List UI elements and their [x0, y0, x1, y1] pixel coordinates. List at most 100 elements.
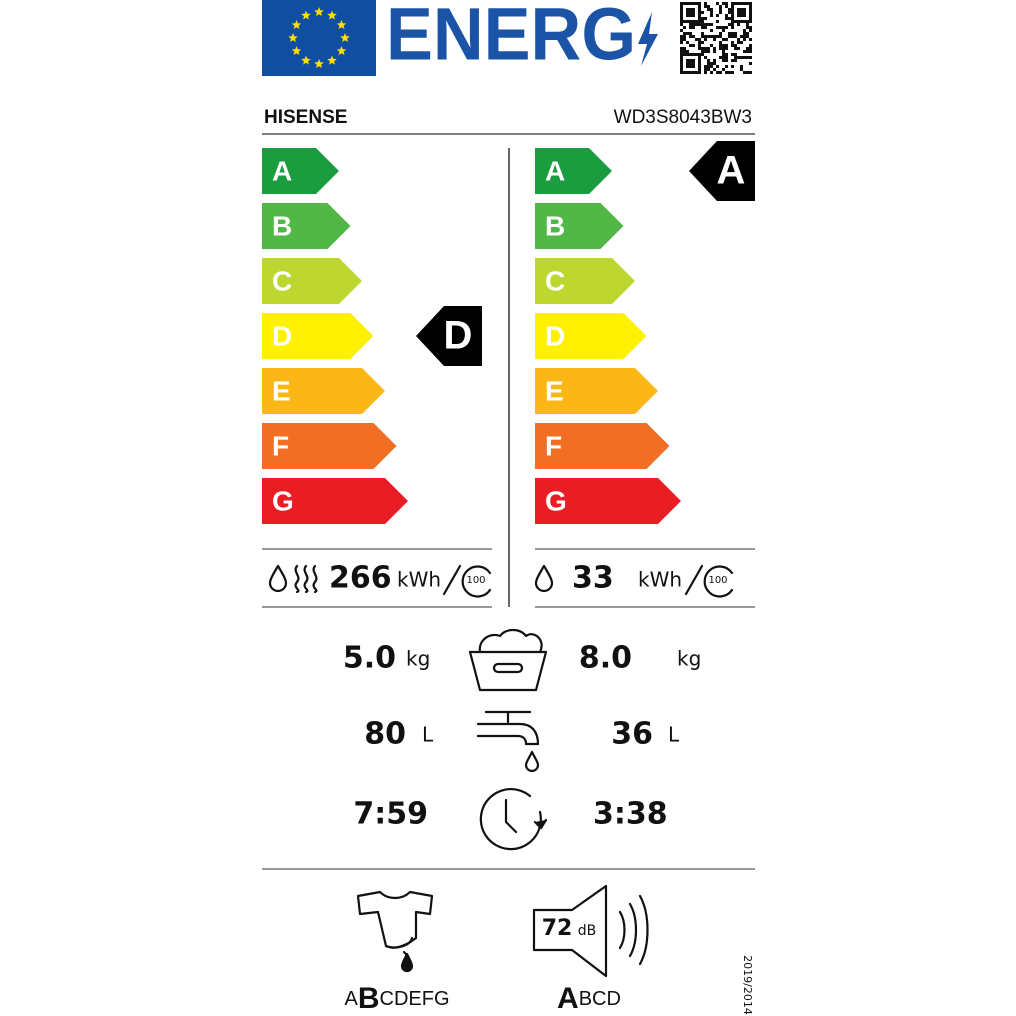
qr-module	[710, 14, 713, 17]
qr-module	[713, 35, 716, 38]
class-letter: C	[545, 265, 565, 296]
qr-module	[698, 68, 701, 71]
qr-module	[722, 29, 725, 32]
class-letter: B	[358, 982, 380, 1015]
duration: 3:38	[593, 797, 668, 832]
class-row: ABCDEFG	[344, 982, 449, 1015]
qr-module	[749, 17, 752, 20]
class-bar	[535, 148, 612, 194]
qr-module	[698, 11, 701, 14]
noise-unit: dB	[578, 923, 597, 939]
faucet-icon	[476, 710, 540, 773]
rating-letter: D	[444, 314, 473, 358]
qr-module	[746, 20, 749, 23]
qr-module	[731, 5, 734, 8]
class-letter: C	[272, 265, 292, 296]
class-bar	[262, 313, 374, 359]
noise-value: 72	[542, 916, 573, 941]
label-title: ENERG	[386, 0, 636, 76]
qr-module	[692, 26, 695, 29]
qr-module	[683, 2, 686, 5]
qr-module	[722, 59, 725, 62]
qr-module	[740, 14, 743, 17]
energy-unit: kWh	[397, 568, 441, 592]
class-bar	[262, 423, 397, 469]
qr-module	[743, 14, 746, 17]
qr-module	[704, 38, 707, 41]
class-letter: A	[272, 155, 292, 186]
qr-module	[680, 20, 683, 23]
qr-module	[680, 14, 683, 17]
qr-module	[722, 56, 725, 59]
qr-module	[692, 65, 695, 68]
class-letter: B	[579, 988, 592, 1010]
qr-module	[701, 35, 704, 38]
qr-module	[713, 50, 716, 53]
class-bar	[535, 258, 635, 304]
qr-module	[713, 62, 716, 65]
qr-module	[713, 38, 716, 41]
water-consumption: 36	[611, 717, 653, 752]
qr-module	[743, 71, 746, 74]
qr-module	[704, 35, 707, 38]
qr-module	[719, 5, 722, 8]
qr-module	[731, 71, 734, 74]
class-bar	[535, 313, 647, 359]
noise-class-scale: ABCD	[557, 982, 621, 1015]
qr-module	[746, 26, 749, 29]
star	[288, 33, 298, 42]
qr-module	[740, 68, 743, 71]
class-letter: D	[545, 320, 565, 351]
qr-module	[680, 56, 683, 59]
qr-module	[734, 44, 737, 47]
qr-module	[680, 50, 683, 53]
qr-module	[725, 44, 728, 47]
qr-module	[686, 11, 689, 14]
qr-module	[749, 5, 752, 8]
capacity-unit: kg	[406, 647, 430, 671]
qr-module	[707, 59, 710, 62]
qr-module	[725, 65, 728, 68]
star	[301, 10, 311, 20]
qr-module	[722, 44, 725, 47]
qr-module	[698, 62, 701, 65]
class-letter: F	[545, 430, 562, 461]
qr-module	[692, 8, 695, 11]
class-bar	[262, 478, 408, 524]
qr-module	[680, 41, 683, 44]
qr-module	[692, 71, 695, 74]
qr-module	[707, 8, 710, 11]
qr-module	[680, 65, 683, 68]
qr-module	[686, 32, 689, 35]
qr-module	[701, 41, 704, 44]
qr-module	[689, 65, 692, 68]
qr-module	[701, 50, 704, 53]
class-bar	[262, 368, 385, 414]
qr-module	[716, 65, 719, 68]
qr-module	[710, 23, 713, 26]
qr-module	[740, 20, 743, 23]
qr-module	[695, 23, 698, 26]
qr-module	[689, 62, 692, 65]
brand: HISENSE	[264, 107, 347, 128]
star	[291, 20, 302, 29]
qr-module	[719, 56, 722, 59]
qr-module	[731, 11, 734, 14]
qr-module	[722, 2, 725, 5]
class-letter: D	[272, 320, 292, 351]
qr-module	[683, 38, 686, 41]
qr-module	[737, 8, 740, 11]
speaker-icon	[532, 884, 649, 978]
qr-module	[749, 14, 752, 17]
water-consumption: 80	[364, 717, 406, 752]
qr-module	[731, 20, 734, 23]
qr-module	[689, 26, 692, 29]
qr-module	[713, 47, 716, 50]
qr-module	[743, 32, 746, 35]
capacity-unit: kg	[677, 647, 701, 671]
water-unit: L	[668, 723, 680, 747]
qr-module	[695, 2, 698, 5]
qr-module	[722, 38, 725, 41]
qr-module	[704, 56, 707, 59]
qr-module	[704, 5, 707, 8]
